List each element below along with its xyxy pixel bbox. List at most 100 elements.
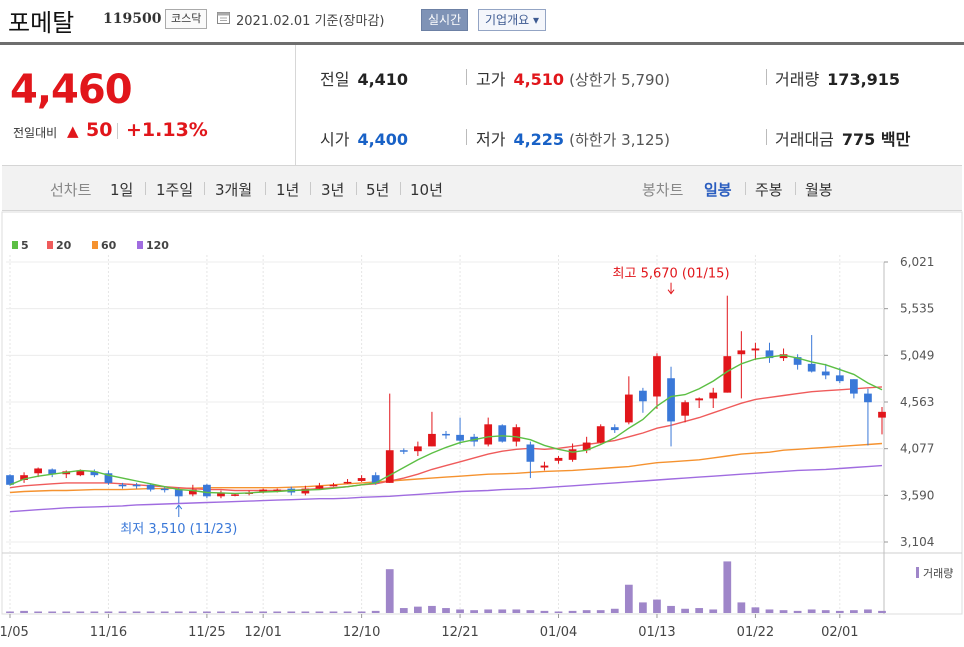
period-weekly[interactable]: 주봉 [755,181,783,199]
candle-up [709,392,718,399]
candle-up [878,411,886,418]
volume-bar [385,569,394,613]
period-monthly[interactable]: 월봉 [805,181,833,199]
open-label: 시가 [320,130,350,149]
candle-chart-label: 봉차트 [642,181,684,199]
volume-bar [850,610,858,613]
volume-bar [231,611,239,613]
divider [795,182,796,195]
volume-bar [864,609,872,613]
high-price: 고가 4,510 (상한가 5,790) [476,66,670,90]
volume-bar [287,611,296,613]
x-tick-label: 12/01 [244,625,281,640]
change-percent: +1.13% [126,119,208,141]
period-1y[interactable]: 1년 [276,181,300,199]
y-tick-label: 4,077 [900,442,934,456]
candle-down [850,379,858,394]
divider [145,182,146,195]
candle-up [357,478,366,481]
volume-value: 173,915 [827,70,901,89]
ma60-line [9,442,883,494]
period-selector: 선차트 1일 1주일 3개월 1년 3년 5년 10년 봉차트 일봉 주봉 월봉 [2,165,962,211]
candle-up [554,457,563,461]
divider [400,182,401,195]
candle-down [807,363,816,372]
volume-bar [878,610,886,613]
candle-up [329,484,338,487]
volume-bar [695,608,704,613]
volume-bar [751,607,760,613]
low-value: 4,225 [513,130,565,149]
candle-up [512,427,521,442]
candle-up [723,356,732,393]
volume-bar [188,611,197,613]
x-tick-label: 12/10 [343,625,380,640]
base-date: 2021.02.01 기준(장마감) [236,14,385,29]
market-badge: 코스닥 [165,9,208,29]
volume-bar [48,611,57,613]
candle-down [498,425,507,442]
period-1w[interactable]: 1주일 [156,181,194,199]
low-annotation: 최저 3,510 (11/23) [120,522,237,537]
realtime-button[interactable]: 실시간 [421,9,469,31]
volume-bar [456,609,464,613]
period-daily[interactable]: 일봉 [704,181,732,199]
legend-ma120: 120 [137,239,169,252]
candle-down [371,475,380,483]
divider [766,69,767,85]
candle-up [217,492,225,497]
volume-bar [118,611,127,613]
volume-bar [807,609,816,613]
volume-bar [835,610,844,613]
high-annotation: 최고 5,670 (01/15) [613,267,730,282]
candle-up [301,488,310,494]
volume-bar [6,611,14,613]
candle-down [667,378,675,422]
period-5y[interactable]: 5년 [366,181,390,199]
current-price: 4,460 [10,67,133,113]
company-overview-dropdown[interactable]: 기업개요 ▾ [478,9,546,31]
prev-close: 전일 4,410 [320,66,408,90]
line-chart-label: 선차트 [50,181,92,199]
ma120-line [9,464,883,513]
high-arrow-head [667,289,675,295]
period-3y[interactable]: 3년 [321,181,345,199]
legend-swatch [12,241,18,249]
volume-bar [526,610,535,613]
candle-up [20,475,28,480]
candle-down [821,371,830,376]
legend-swatch [137,241,143,249]
period-3m[interactable]: 3개월 [215,181,253,199]
change-label: 전일대비 [13,126,58,140]
volume-bar [20,610,28,613]
candle-down [118,484,127,487]
volume-bar [498,609,507,613]
candle-up [315,485,324,489]
prev-close-value: 4,410 [357,70,409,89]
period-1d[interactable]: 1일 [110,181,134,199]
candle-down [835,375,844,382]
candle-down [104,473,113,483]
candle-down [399,450,408,452]
candle-up [231,494,239,496]
prev-close-label: 전일 [320,70,350,89]
volume-bar [821,610,830,613]
title-bar: 포메탈 119500 코스닥 2021.02.01 기준(장마감) 실시간 기업… [0,0,964,42]
price-stats: 전일 4,410 고가 4,510 (상한가 5,790) 거래량 173,915 시… [295,45,964,165]
volume-bar [568,610,577,613]
candle-up [259,489,268,492]
volume-bar [90,611,99,613]
amount-label: 거래대금 [775,130,834,149]
period-10y[interactable]: 10년 [410,181,443,199]
low-price: 저가 4,225 (하한가 3,125) [476,126,670,150]
candle-up [779,354,788,359]
candle-down [456,434,464,441]
candle-up [343,481,352,484]
volume-bar [259,611,268,613]
legend-label: 20 [56,239,72,252]
candle-down [526,444,535,462]
volume-bar [273,611,282,613]
divider [356,182,357,195]
candle-up [385,450,394,483]
